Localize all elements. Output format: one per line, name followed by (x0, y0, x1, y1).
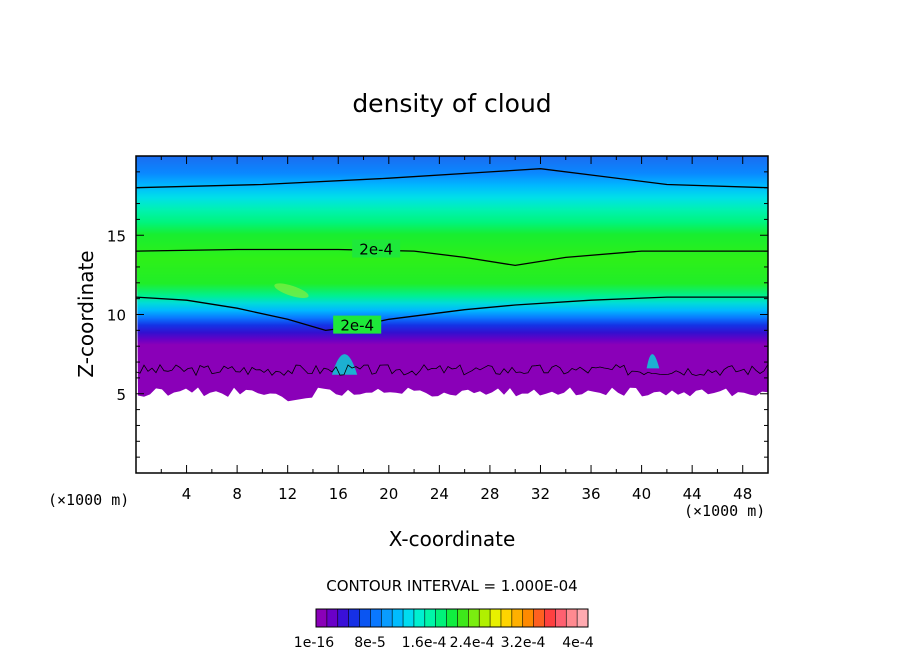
x-tick-label: 8 (232, 485, 242, 503)
chart-title: density of cloud (352, 89, 551, 118)
colorbar-swatch (413, 609, 426, 627)
colorbar-swatch (577, 609, 589, 627)
colorbar-swatch (555, 609, 567, 627)
x-axis-ticks: 4 8 12 16 20 24 28 32 36 40 44 48 (160, 156, 752, 503)
colorbar-swatch (370, 609, 382, 627)
y-axis-label: Z-coordinate (74, 250, 98, 377)
colorbar-swatch (500, 609, 513, 627)
contour-line-0 (136, 248, 768, 267)
contour-line-2 (136, 168, 768, 189)
colorbar-swatch (446, 609, 458, 627)
colorbar-swatch (403, 609, 415, 627)
colorbar-label: 1e-16 (294, 635, 334, 651)
contour-interval-label: CONTOUR INTERVAL = 1.000E-04 (326, 577, 577, 595)
colorbar-swatch (468, 609, 480, 627)
x-tick-label: 16 (329, 485, 348, 503)
colorbar-swatch (533, 609, 545, 627)
x-tick-label: 20 (379, 485, 398, 503)
y-tick-label: 5 (116, 386, 126, 404)
colorbar-labels: 1e-16 8e-5 1.6e-4 2.4e-4 3.2e-4 4e-4 (294, 635, 594, 651)
x-tick-label: 48 (733, 485, 752, 503)
plume-left (331, 354, 358, 375)
x-axis-label: X-coordinate (389, 527, 516, 551)
local-maximum-blob (274, 283, 309, 299)
colorbar-label: 8e-5 (354, 635, 385, 651)
contour-line-base (136, 364, 768, 377)
colorbar-swatch (424, 609, 436, 627)
colorbar-swatch (479, 609, 491, 627)
colorbar-swatch (511, 609, 524, 627)
colorbar-swatch (457, 609, 469, 627)
colorbar-swatch (522, 609, 534, 627)
y-axis-ticks: 5 10 15 (107, 171, 768, 458)
colorbar-swatch (490, 609, 502, 627)
contour-lines: 2e-4 2e-4 (136, 168, 768, 377)
contour-label-bg (352, 239, 401, 258)
colorbar-swatch (348, 609, 360, 627)
x-tick-label: 24 (430, 485, 449, 503)
x-tick-label: 36 (581, 485, 600, 503)
colorbar-label: 1.6e-4 (402, 635, 447, 651)
colorbar-frame (315, 608, 589, 628)
x-tick-label: 28 (480, 485, 499, 503)
colorbar-swatch (359, 609, 371, 627)
contour-label-bg (333, 315, 382, 334)
x-tick-label: 4 (182, 485, 192, 503)
x-tick-label: 40 (632, 485, 651, 503)
colorbar-label: 4e-4 (562, 635, 594, 651)
x-tick-label: 44 (683, 485, 702, 503)
colorbar-swatch (392, 609, 404, 627)
y-tick-label: 15 (107, 227, 126, 245)
plume-right (646, 354, 660, 369)
y-tick-label: 10 (107, 307, 126, 325)
x-tick-label: 12 (278, 485, 297, 503)
colorbar-swatch (326, 609, 339, 627)
colorbar-swatch (435, 609, 447, 627)
contour-label: 2e-4 (359, 241, 393, 259)
density-fill (136, 156, 768, 402)
colorbar (315, 608, 589, 628)
y-axis-unit: (×1000 m) (48, 491, 129, 509)
colorbar-swatch (316, 609, 328, 627)
colorbar-label: 2.4e-4 (450, 635, 495, 651)
x-tick-label: 32 (531, 485, 550, 503)
density-field (136, 156, 768, 402)
x-axis-unit: (×1000 m) (684, 502, 765, 520)
colorbar-label: 3.2e-4 (501, 635, 546, 651)
colorbar-swatch (566, 609, 578, 627)
colorbar-swatch (337, 609, 349, 627)
contour-label: 2e-4 (340, 317, 374, 335)
colorbar-swatch (544, 609, 556, 627)
colorbar-swatch (381, 609, 393, 627)
